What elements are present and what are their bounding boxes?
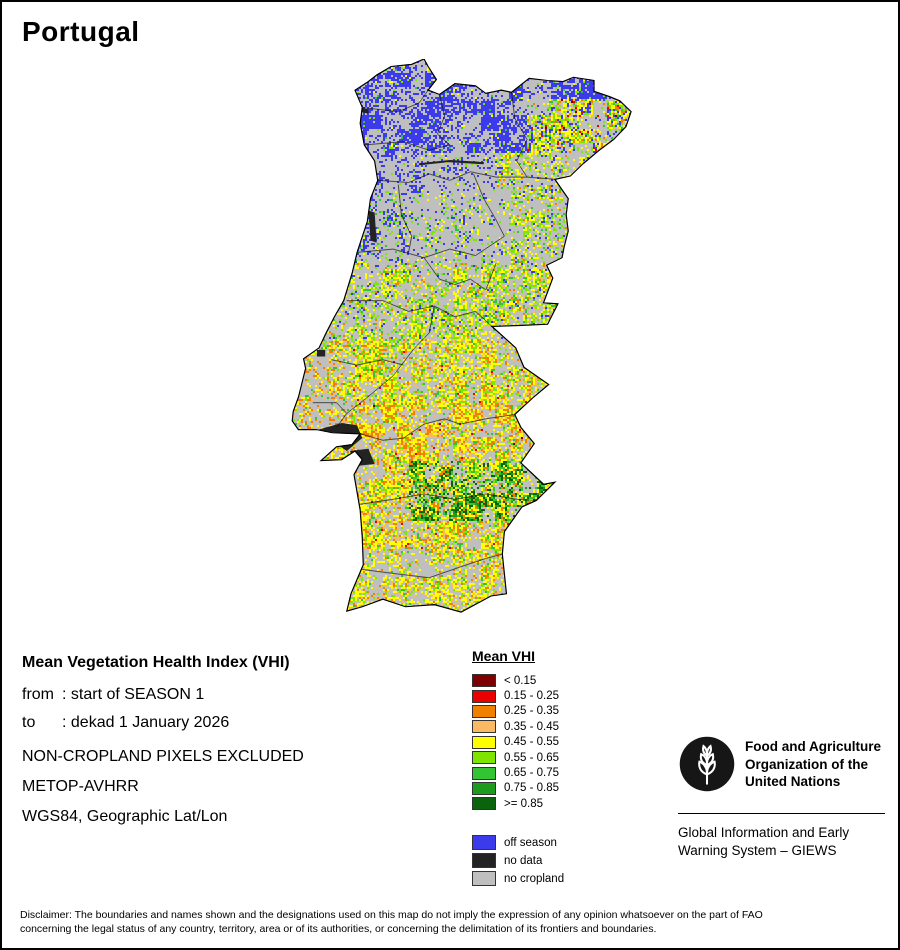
legend-color-swatch [472,766,496,780]
legend-class-list: < 0.15 0.15 - 0.25 0.25 - 0.35 0.35 - 0.… [472,673,564,812]
legend-item: 0.45 - 0.55 [472,735,564,750]
page-title: Portugal [22,16,140,47]
legend-item: 0.75 - 0.85 [472,781,564,796]
disclaimer-line: concerning the legal status of any count… [20,923,657,935]
legend-item: < 0.15 [472,673,564,688]
map-metadata: Mean Vegetation Health Index (VHI) from:… [22,654,304,838]
fao-org-line: United Nations [745,774,841,789]
legend-color-swatch [472,674,496,688]
fao-org-name: Food and Agriculture Organization of the… [745,735,881,791]
legend-item-label: no data [504,854,543,867]
legend-item: no cropland [472,870,564,888]
legend-item-label: < 0.15 [504,674,537,687]
legend-item: 0.35 - 0.45 [472,719,564,734]
legend-extra-list: off season no data no cropland [472,834,564,888]
fao-block: Food and Agriculture Organization of the… [678,735,881,793]
legend-color-swatch [472,720,496,734]
vhi-heading: Mean Vegetation Health Index (VHI) [22,654,290,671]
legend-item: 0.25 - 0.35 [472,704,564,719]
legend-color-swatch [472,751,496,765]
legend-item-label: 0.25 - 0.35 [504,705,559,718]
exclusion-note: NON-CROPLAND PIXELS EXCLUDED [22,748,304,765]
fao-org-line: Organization of the [745,756,868,772]
legend-item-label: >= 0.85 [504,797,544,810]
fao-separator-line [678,813,885,814]
vhi-choropleth-map [285,59,637,615]
legend-item-label: 0.65 - 0.75 [504,767,559,780]
legend-color-swatch [472,853,496,869]
giews-line: Global Information and Early [678,825,850,840]
legend-item: >= 0.85 [472,796,564,811]
legend-color-swatch [472,797,496,811]
from-value: : start of SEASON 1 [62,686,205,703]
from-label: from [22,686,54,703]
projection-note: WGS84, Geographic Lat/Lon [22,808,228,825]
fao-org-line: Food and Agriculture [745,739,881,754]
legend: Mean VHI < 0.15 0.15 - 0.25 0.25 - 0.35 … [472,648,564,888]
legend-item-label: 0.55 - 0.65 [504,751,559,764]
sensor-note: METOP-AVHRR [22,778,139,795]
giews-block: Global Information and Early Warning Sys… [678,824,849,860]
legend-color-swatch [472,781,496,795]
map-container [285,59,637,615]
legend-color-swatch [472,735,496,749]
legend-item-label: off season [504,836,557,849]
legend-item: off season [472,834,564,852]
legend-item-label: 0.75 - 0.85 [504,782,559,795]
legend-item: 0.65 - 0.75 [472,765,564,780]
legend-item-label: 0.35 - 0.45 [504,720,559,733]
legend-item-label: 0.45 - 0.55 [504,736,559,749]
from-row: from : start of SEASON 1 [22,686,304,704]
legend-color-swatch [472,704,496,718]
to-label: to [22,714,36,731]
legend-color-swatch [472,835,496,851]
legend-item-label: no cropland [504,872,565,885]
disclaimer: Disclaimer: The boundaries and names sho… [20,908,763,936]
legend-item: no data [472,852,564,870]
legend-title: Mean VHI [472,648,536,664]
legend-item: 0.15 - 0.25 [472,688,564,703]
legend-item: 0.55 - 0.65 [472,750,564,765]
giews-line: Warning System – GIEWS [678,843,837,858]
legend-item-label: 0.15 - 0.25 [504,690,559,703]
to-row: to : dekad 1 January 2026 [22,714,304,732]
fao-logo-icon [679,736,735,792]
legend-color-swatch [472,689,496,703]
to-value: : dekad 1 January 2026 [62,714,230,731]
disclaimer-line: Disclaimer: The boundaries and names sho… [20,909,763,921]
legend-color-swatch [472,871,496,887]
